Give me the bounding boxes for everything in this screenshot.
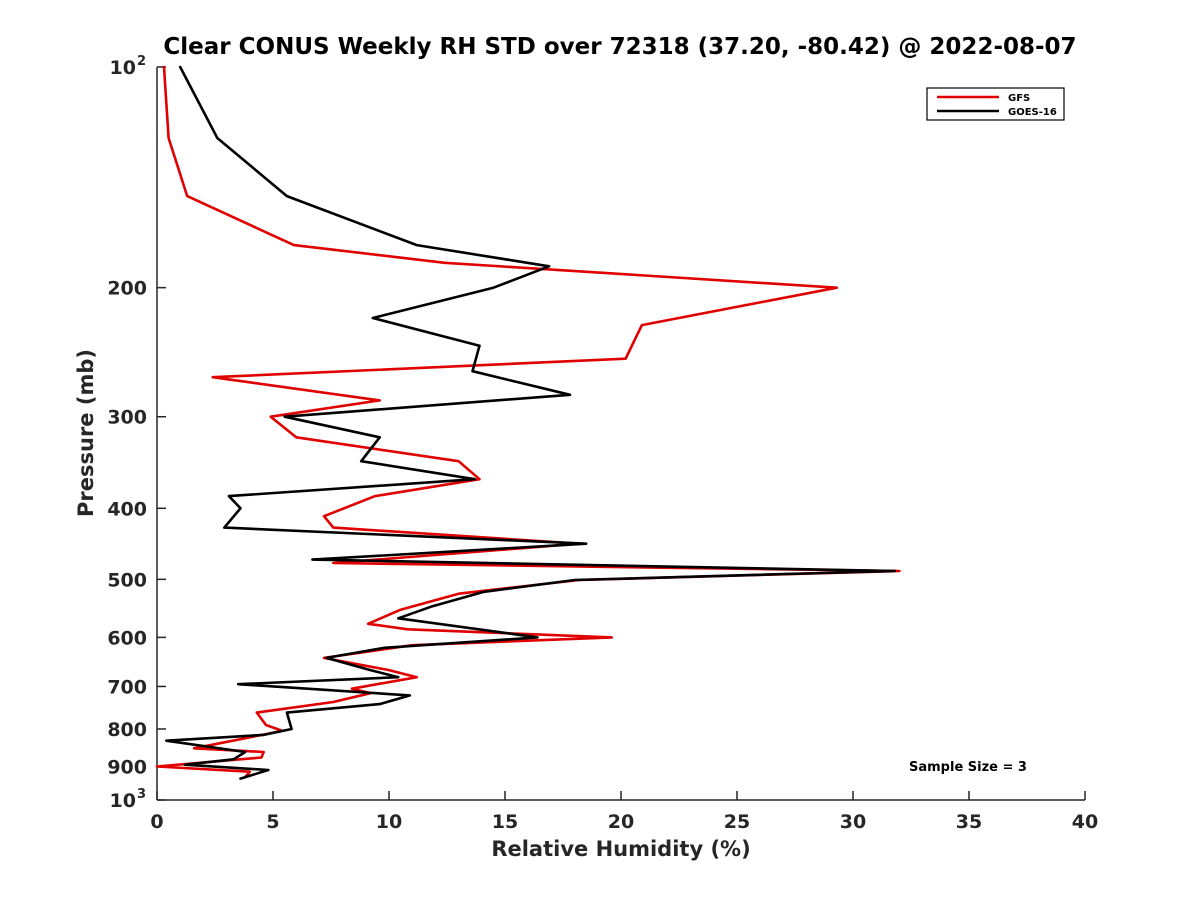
- x-tick-label: 5: [266, 811, 279, 833]
- x-axis-ticks: 0 5 10 15 20 25 30 35 40: [150, 791, 1098, 833]
- legend-label-goes16: GOES-16: [1008, 107, 1057, 118]
- y-tick-label: 600: [107, 627, 147, 649]
- y-tick-label: 300: [107, 407, 147, 429]
- y-tick-label: 800: [107, 719, 147, 741]
- y-tick-label: 10: [110, 790, 136, 812]
- series-line-goes16: [165, 65, 897, 780]
- sample-size-annotation: Sample Size = 3: [909, 760, 1027, 775]
- legend-box: [926, 87, 1065, 121]
- x-tick-label: 10: [376, 811, 402, 833]
- y-tick-label: 900: [107, 756, 147, 778]
- plot-area: 0 5 10 15 20 25 30 35 40 10 220030040050060070080…: [107, 54, 1098, 833]
- legend: GFS GOES-16: [926, 87, 1065, 121]
- y-tick-label: 500: [107, 569, 147, 591]
- x-tick-label: 30: [840, 811, 866, 833]
- y-tick-label: 200: [107, 278, 147, 300]
- x-tick-label: 15: [492, 811, 518, 833]
- chart-title: Clear CONUS Weekly RH STD over 72318 (37…: [163, 34, 1076, 60]
- y-tick-label: 400: [107, 498, 147, 520]
- series-group: [155, 65, 901, 780]
- legend-label-gfs: GFS: [1008, 93, 1030, 104]
- x-tick-label: 20: [608, 811, 634, 833]
- x-axis-label: Relative Humidity (%): [491, 837, 750, 861]
- x-tick-label: 25: [724, 811, 750, 833]
- x-tick-label: 35: [956, 811, 982, 833]
- y-tick-exponent: 3: [137, 787, 146, 802]
- x-tick-label: 0: [150, 811, 163, 833]
- y-tick-label: 10: [110, 57, 136, 79]
- y-tick-label: 700: [107, 676, 147, 698]
- y-tick-exponent: 2: [137, 54, 146, 69]
- x-tick-label: 40: [1072, 811, 1098, 833]
- y-axis-label: Pressure (mb): [74, 349, 98, 517]
